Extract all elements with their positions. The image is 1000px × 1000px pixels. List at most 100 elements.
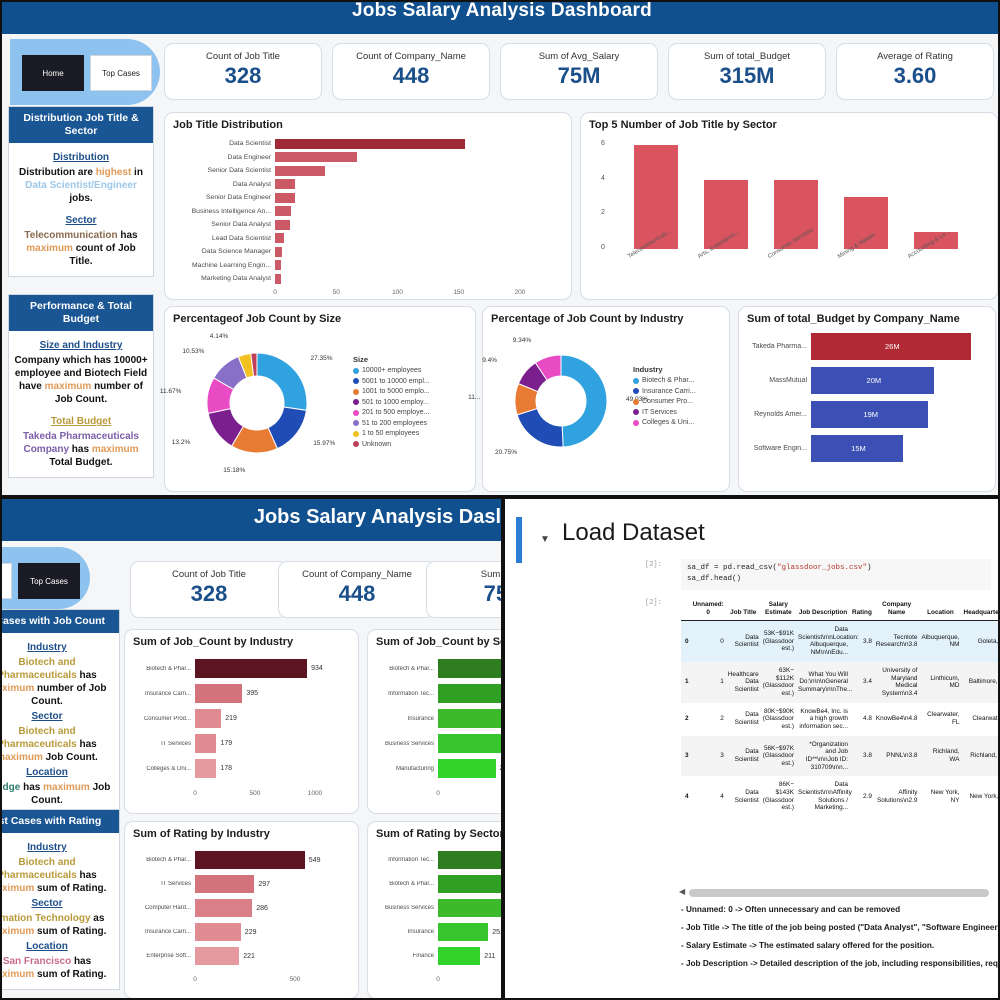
chart-bar[interactable]	[195, 734, 217, 753]
kpi-card[interactable]: Count of Job Title 328	[130, 561, 288, 618]
chart-bar-row[interactable]: Software Engin... 15M	[739, 431, 997, 465]
chart-bar[interactable]	[275, 152, 358, 163]
chart-bar-row[interactable]: Senior Data Analyst	[165, 218, 571, 232]
chart-bar-row[interactable]: Insurance Carri... 229	[125, 920, 358, 944]
chart-bar-row[interactable]: Finance 211	[368, 944, 501, 968]
chart-bar-row[interactable]: Manufacturing 268	[368, 756, 501, 781]
chart-bar-row[interactable]: Insurance 251	[368, 920, 501, 944]
legend-item[interactable]: Biotech & Phar...	[633, 377, 696, 384]
chart-bar-row[interactable]: Senior Data Engineer	[165, 191, 571, 205]
legend-item[interactable]: 10000+ employees	[353, 367, 430, 374]
chart-bar[interactable]	[438, 875, 501, 893]
donut-slice[interactable]	[516, 407, 564, 448]
kpi-card[interactable]: Count of Company_Name 448	[332, 43, 490, 100]
legend-item[interactable]: IT Services	[633, 409, 696, 416]
chart-bar-row[interactable]: MassMutual 20M	[739, 363, 997, 397]
table-row[interactable]: 3 3 Data Scientist 56K−$97K (Glassdoor est.…	[681, 735, 998, 777]
chart-bar[interactable]	[811, 434, 904, 462]
chart-bar-row[interactable]: Data Analyst	[165, 178, 571, 192]
kpi-card[interactable]: Sum of Avg_Salary 75M	[500, 43, 658, 100]
chart-bar[interactable]	[195, 659, 308, 678]
chart-budget-by-company[interactable]: Sum of total_Budget by Company_Name Take…	[738, 306, 996, 492]
chart-bar[interactable]	[275, 233, 284, 244]
tab-home[interactable]: Home	[2, 563, 12, 599]
chart-bar-row[interactable]: Information Tec...	[368, 681, 501, 706]
chart-bar-row[interactable]: Business Intelligence An...	[165, 205, 571, 219]
chart-bar-row[interactable]: Biotech & Phar...	[368, 872, 501, 896]
tab-home[interactable]: Home	[22, 55, 84, 91]
kpi-card[interactable]: Count of Company_Name 448	[278, 561, 436, 618]
chart-bar[interactable]	[811, 400, 928, 428]
chart-rating-by-industry[interactable]: Sum of Rating by Industry Biotech & Phar…	[124, 821, 359, 998]
legend-item[interactable]: Consumer Pro...	[633, 398, 696, 405]
chart-bar-row[interactable]: Biotech & Phar... 934	[125, 656, 358, 681]
chart-bar-row[interactable]: Information Tec...	[368, 848, 501, 872]
legend-item[interactable]: 51 to 200 employees	[353, 420, 430, 427]
chart-bar[interactable]	[914, 231, 958, 249]
chart-bar-row[interactable]: Enterprise Soft... 221	[125, 944, 358, 968]
scroll-left-arrow[interactable]: ◀	[679, 887, 686, 896]
kpi-card[interactable]: Sum of Avg 75M	[426, 561, 501, 618]
chart-bar-row[interactable]: Senior Data Scientist	[165, 164, 571, 178]
chart-bar-row[interactable]: Data Science Manager	[165, 245, 571, 259]
chart-bar-row[interactable]: Marketing Data Analyst	[165, 272, 571, 286]
chart-bar[interactable]	[438, 851, 501, 869]
chart-bar-row[interactable]: Insurance	[368, 706, 501, 731]
chart-bar[interactable]	[438, 684, 501, 703]
chart-bar[interactable]	[275, 138, 465, 149]
chart-bar[interactable]	[195, 947, 240, 965]
chart-bar-row[interactable]: Biotech & Phar... 549	[125, 848, 358, 872]
chart-bar-row[interactable]: Lead Data Scientist	[165, 232, 571, 246]
donut-slice[interactable]	[250, 352, 258, 377]
chart-bar[interactable]	[704, 179, 748, 249]
legend-item[interactable]: Colleges & Uni...	[633, 419, 696, 426]
chart-bar-row[interactable]: Insurance Carri... 395	[125, 681, 358, 706]
chart-job-count-by-size[interactable]: Percentageof Job Count by Size 27.35% 15.…	[160, 306, 476, 492]
legend-item[interactable]: 1001 to 5000 emplo...	[353, 388, 430, 395]
chart-bar[interactable]	[275, 219, 290, 230]
chart-bar-row[interactable]: Biotech & Phar...	[368, 656, 501, 681]
legend-item[interactable]: 5001 to 10000 empl...	[353, 378, 430, 385]
dataframe-output[interactable]: Unnamed: 0 Job Title Salary Estimate Job De…	[681, 597, 998, 818]
chart-bar-row[interactable]: IT Services 297	[125, 872, 358, 896]
chart-bar[interactable]	[275, 192, 295, 203]
chart-bar[interactable]	[438, 659, 501, 678]
chart-bar[interactable]	[275, 165, 326, 176]
code-cell[interactable]: sa_df = pd.read_csv("glassdoor_jobs.csv"…	[681, 559, 991, 590]
chart-bar[interactable]	[438, 947, 481, 965]
chart-bar[interactable]	[195, 923, 241, 941]
kpi-card[interactable]: Average of Rating 3.60	[836, 43, 994, 100]
chart-bar[interactable]	[438, 759, 496, 778]
chart-bar[interactable]	[275, 206, 291, 217]
donut-slice[interactable]	[256, 352, 308, 411]
chart-bar[interactable]	[438, 899, 501, 917]
chart-bar-row[interactable]: Business Services	[368, 896, 501, 920]
chart-job-title-distribution[interactable]: Job Title Distribution Data Scientist Dat…	[164, 112, 572, 300]
legend-item[interactable]: 501 to 1000 employ...	[353, 399, 430, 406]
chart-bar[interactable]	[811, 366, 935, 394]
chart-bar[interactable]	[275, 273, 282, 284]
chart-job-count-by-sector-bar[interactable]: Sum of Job_Count by Sector Biotech & Pha…	[367, 629, 501, 814]
legend-item[interactable]: 1 to 50 employees	[353, 430, 430, 437]
chart-bar-row[interactable]: Takeda Pharma... 26M	[739, 329, 997, 363]
legend-item[interactable]: Unknown	[353, 441, 430, 448]
chart-bar-row[interactable]: Business Services3..	[368, 731, 501, 756]
chart-job-count-by-industry[interactable]: Percentage of Job Count by Industry 49.0…	[468, 306, 730, 492]
chart-bar[interactable]	[195, 709, 222, 728]
table-row[interactable]: 1 1 Healthcare Data Scientist 63K−$112K (Gl…	[681, 661, 998, 703]
table-row[interactable]: 4 4 Data Scientist 86K−$143K (Glassdoor est…	[681, 776, 998, 818]
chart-bar[interactable]	[195, 899, 253, 917]
chart-bar-row[interactable]: Machine Learning Engin...	[165, 259, 571, 273]
chart-bar[interactable]	[195, 759, 217, 778]
tab-top-cases[interactable]: Top Cases	[18, 563, 80, 599]
tab-top-cases[interactable]: Top Cases	[90, 55, 152, 91]
donut-slice[interactable]	[534, 354, 562, 381]
chart-bar[interactable]	[275, 179, 295, 190]
chart-bar[interactable]	[811, 332, 971, 360]
kpi-card[interactable]: Count of Job Title 328	[164, 43, 322, 100]
chart-bar-row[interactable]: Colleges & Uni... 178	[125, 756, 358, 781]
chevron-down-icon[interactable]: ▼	[540, 534, 550, 545]
chart-rating-by-sector[interactable]: Sum of Rating by Sector Information Tec.…	[367, 821, 501, 998]
chart-bar[interactable]	[275, 246, 283, 257]
chart-bar-row[interactable]: Consumer Prod... 219	[125, 706, 358, 731]
